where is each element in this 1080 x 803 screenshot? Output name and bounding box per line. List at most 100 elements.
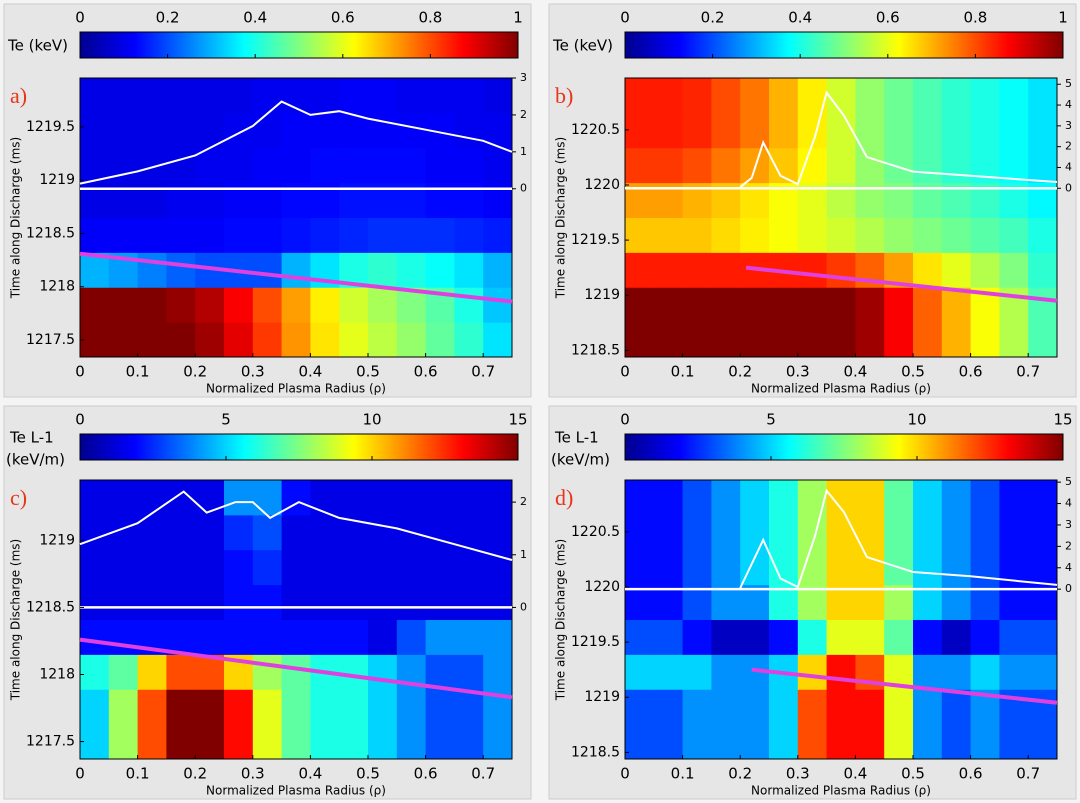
y2-tick-label: 4 (1065, 561, 1072, 574)
heat-cell (368, 689, 398, 725)
panel-label: d) (555, 485, 573, 510)
heat-cell (80, 689, 110, 725)
x-tick-label: 0 (620, 765, 630, 783)
heat-cell (999, 584, 1029, 620)
heat-cell (137, 252, 167, 288)
heat-cell (108, 549, 139, 586)
heat-cell (625, 724, 655, 760)
heat-cell (1028, 252, 1058, 288)
heat-cell (483, 654, 513, 690)
heat-cell (797, 480, 828, 516)
y-tick-label: 1217.5 (26, 332, 75, 348)
heat-cell (711, 549, 741, 586)
plot-frame (624, 77, 1058, 358)
heat-cell (653, 322, 684, 358)
heat-cell (425, 689, 455, 725)
panel: 0 5 10 15 Te L-1 (keV/m) 0 1 2 0 0.1 0.2 0.3 0.4 0.5 0.… (3, 405, 532, 800)
y-tick-label: 1219.5 (26, 119, 75, 135)
heat-cell (682, 112, 712, 149)
heat-cell (913, 78, 943, 114)
heat-cell (999, 480, 1029, 516)
heat-cell (224, 217, 254, 253)
heat-cell (252, 112, 283, 149)
heat-cell (396, 584, 427, 620)
x-tick-label: 0 (75, 363, 85, 381)
colorbar (624, 31, 1064, 59)
heat-cell (310, 514, 340, 551)
heat-cell (166, 322, 196, 358)
x-tick-label: 0.2 (183, 765, 207, 783)
heat-cell (941, 322, 972, 358)
heat-cell (368, 619, 398, 655)
heat-cell (884, 619, 914, 655)
heat-cell (941, 147, 972, 184)
heat-cell (653, 287, 684, 323)
colorbar-tick-label: 0.2 (701, 9, 725, 27)
heat-cell (368, 217, 398, 253)
heat-cell (80, 112, 110, 149)
x-tick-label: 0 (620, 363, 630, 381)
heat-cell (999, 654, 1029, 690)
heat-cell (454, 287, 484, 323)
heat-cell (368, 287, 398, 323)
heat-cell (166, 619, 196, 655)
heat-cell (252, 322, 283, 358)
heat-cell (941, 514, 972, 551)
heat-cell (855, 689, 885, 725)
front-line (751, 667, 1058, 705)
heat-cell (826, 689, 856, 725)
x-tick-label: 0.3 (241, 765, 265, 783)
heat-cell (80, 322, 110, 358)
heat-cell (625, 112, 655, 149)
heat-cell (281, 689, 311, 725)
heat-cell (396, 147, 427, 184)
heat-cell (740, 112, 770, 149)
x-axis-label: Normalized Plasma Radius (ρ) (206, 382, 386, 396)
front-line (79, 637, 513, 700)
colorbar-label: Te L-1 (554, 429, 599, 447)
heat-cell (999, 78, 1029, 114)
heat-cell (368, 514, 398, 551)
heat-cell (682, 147, 712, 184)
heat-cell (653, 619, 684, 655)
x-tick-label: 0.7 (471, 765, 495, 783)
y2-tick-label: 3 (520, 71, 527, 84)
y-tick-label: 1219 (39, 532, 75, 548)
heat-cell (368, 147, 398, 184)
heat-cell (368, 252, 398, 288)
heat-cell (166, 112, 196, 149)
heat-cell (913, 514, 943, 551)
heat-cell (999, 147, 1029, 184)
panel-label: b) (555, 83, 573, 108)
heat-cell (941, 217, 972, 253)
x-tick-label: 0.3 (241, 363, 265, 381)
heat-cell (682, 549, 712, 586)
x-tick-label: 0.7 (471, 363, 495, 381)
heat-cell (339, 689, 369, 725)
colorbar-tick-label: 0 (620, 411, 630, 429)
heat-cell (941, 480, 972, 516)
heat-cell (826, 514, 856, 551)
heat-cell (884, 724, 914, 760)
heat-cell (1028, 78, 1058, 114)
heat-cell (855, 287, 885, 323)
heat-cell (711, 78, 741, 114)
heat-cell (826, 252, 856, 288)
y2-tick-label: 1 (520, 145, 527, 158)
heat-cell (483, 724, 513, 760)
heat-cell (999, 689, 1029, 725)
heat-cell (884, 147, 914, 184)
heat-cell (137, 480, 167, 516)
heat-cell (970, 252, 1000, 288)
x-tick-label: 0.7 (1016, 363, 1040, 381)
heat-cell (483, 480, 513, 516)
plot-frame (79, 77, 513, 358)
heat-cell (368, 724, 398, 760)
heat-cell (108, 619, 139, 655)
heat-cell (339, 112, 369, 149)
colorbar-tick-label: 5 (221, 411, 231, 429)
y2-tick-label: 4 (1065, 160, 1072, 173)
heat-cell (711, 287, 741, 323)
heat-cell (769, 112, 799, 149)
heat-cell (281, 147, 311, 184)
